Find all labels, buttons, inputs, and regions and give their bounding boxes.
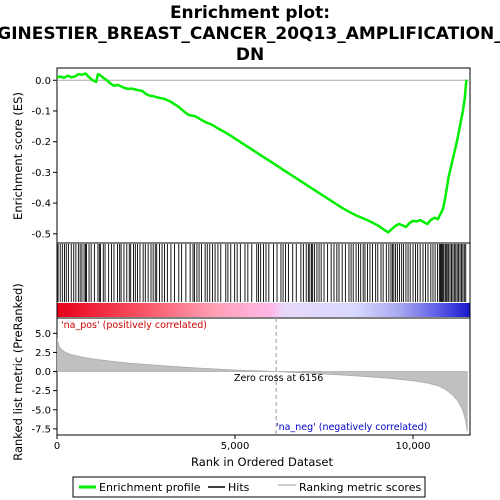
- ranking-colorbar: [57, 303, 470, 317]
- legend-hits-label: Hits: [228, 481, 250, 494]
- metric-y-tick-label: 5.0: [35, 329, 51, 340]
- legend-box: [72, 476, 426, 498]
- x-tick-label: 5,000: [221, 441, 250, 452]
- es-y-tick-label: -0.1: [31, 106, 51, 117]
- es-panel-frame: [56, 67, 471, 244]
- es-y-tick-label: 0.0: [35, 76, 51, 87]
- x-axis-label: Rank in Ordered Dataset: [191, 455, 334, 469]
- enrichment-profile-line: [57, 72, 468, 234]
- es-y-tick-label: -0.4: [31, 199, 51, 210]
- metric-y-tick-label: 2.5: [35, 348, 51, 359]
- zero-cross-label: Zero cross at 6156: [234, 373, 323, 384]
- es-y-tick-label: -0.5: [31, 229, 51, 240]
- negative-correlation-label: 'na_neg' (negatively correlated): [276, 422, 427, 433]
- chart-title-line-3: DN: [236, 45, 264, 65]
- ranking-metric-area: [57, 338, 468, 432]
- chart-title-line-2: GINESTIER_BREAST_CANCER_20Q13_AMPLIFICAT…: [0, 24, 500, 44]
- positive-correlation-label: 'na_pos' (positively correlated): [61, 320, 207, 331]
- metric-axis-label: Ranked list metric (PreRanked): [11, 283, 25, 461]
- chart-title-line-1: Enrichment plot:: [170, 3, 330, 23]
- metric-y-tick-label: -7.5: [31, 424, 51, 435]
- es-axis-label: Enrichment score (ES): [11, 92, 25, 220]
- es-y-tick-label: -0.2: [31, 137, 51, 148]
- metric-y-tick-label: -5.0: [31, 405, 51, 416]
- metric-y-tick-label: -2.5: [31, 386, 51, 397]
- es-y-tick-label: -0.3: [31, 168, 51, 179]
- legend-enrichment-label: Enrichment profile: [99, 481, 201, 494]
- x-tick-label: 10,000: [396, 441, 431, 452]
- x-tick-label: 0: [54, 441, 60, 452]
- legend-ranking-label: Ranking metric scores: [299, 481, 421, 494]
- metric-y-tick-label: 0.0: [35, 367, 51, 378]
